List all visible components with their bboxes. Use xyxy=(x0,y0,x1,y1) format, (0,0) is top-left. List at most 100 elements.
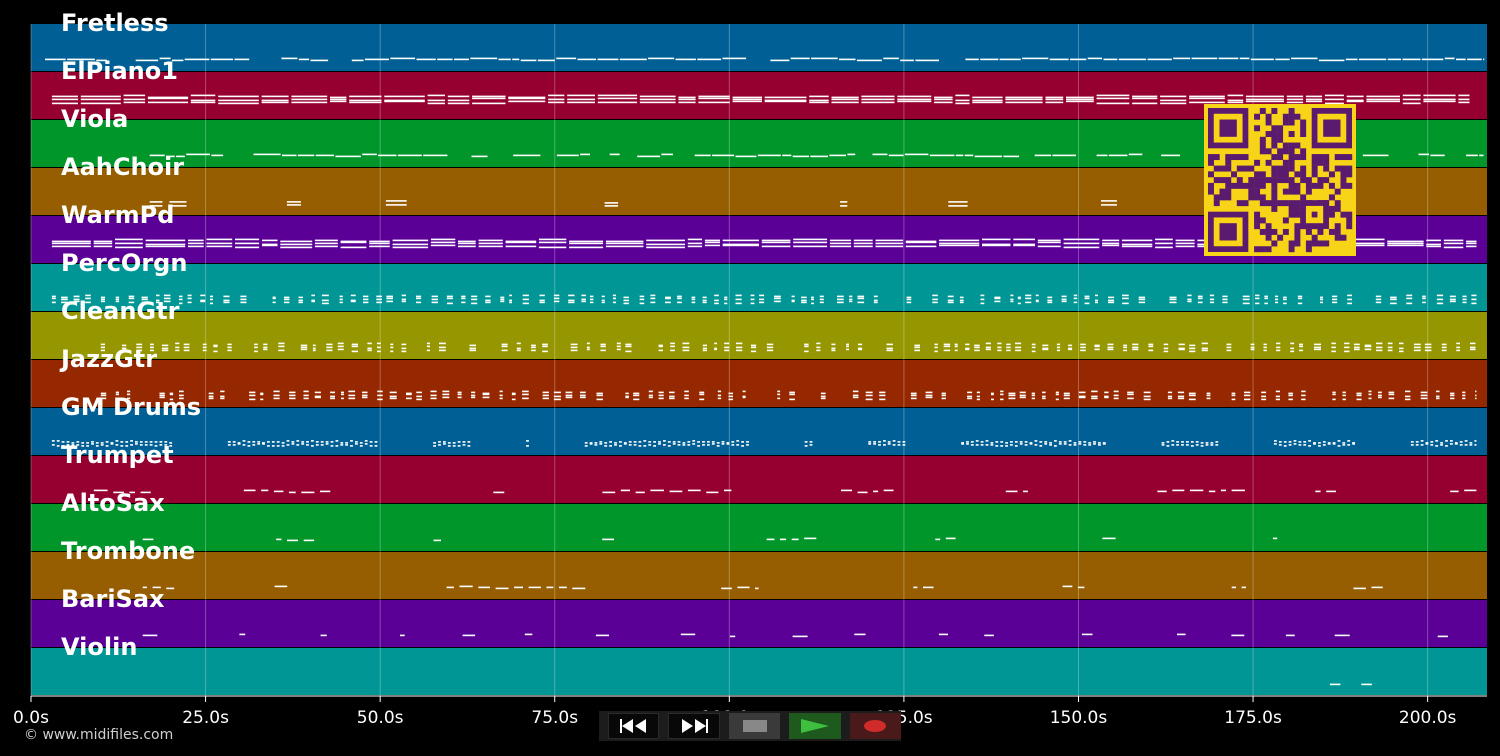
note xyxy=(1475,397,1477,400)
note xyxy=(1063,246,1100,249)
track-label: GM Drums xyxy=(61,393,201,421)
note xyxy=(1197,297,1203,300)
note xyxy=(469,347,476,350)
note xyxy=(240,295,247,298)
note xyxy=(1387,244,1424,247)
qr-code-icon[interactable] xyxy=(1204,104,1356,256)
note xyxy=(959,296,964,299)
note xyxy=(975,444,979,446)
track-lane[interactable] xyxy=(31,24,1487,71)
note xyxy=(247,441,251,443)
note xyxy=(594,442,598,444)
note xyxy=(910,392,917,395)
note xyxy=(384,99,425,102)
track-lane[interactable] xyxy=(31,552,1487,599)
play-button[interactable] xyxy=(789,713,841,739)
track-label: JazzGtr xyxy=(59,345,157,373)
note xyxy=(759,301,765,304)
track-lane[interactable] xyxy=(31,456,1487,503)
note xyxy=(1098,444,1101,446)
note xyxy=(539,299,545,302)
track-lane[interactable] xyxy=(31,408,1487,455)
note xyxy=(751,344,757,347)
note xyxy=(650,301,656,304)
note xyxy=(1458,94,1470,97)
track-lane[interactable] xyxy=(31,264,1487,311)
note xyxy=(1303,441,1307,443)
note xyxy=(1010,298,1014,301)
note xyxy=(1250,343,1255,346)
note xyxy=(620,489,630,492)
note xyxy=(81,445,85,447)
note xyxy=(272,297,276,300)
note xyxy=(289,394,296,397)
note xyxy=(467,445,471,447)
note xyxy=(115,246,143,249)
note xyxy=(437,58,453,61)
fast-forward-button[interactable] xyxy=(668,713,720,739)
track-lane[interactable] xyxy=(31,504,1487,551)
note xyxy=(691,296,696,299)
note xyxy=(1364,344,1372,347)
note xyxy=(184,58,210,61)
note xyxy=(1008,394,1016,397)
note xyxy=(1042,344,1049,347)
note xyxy=(227,441,231,443)
note xyxy=(312,344,316,347)
note xyxy=(144,444,148,446)
track-notes xyxy=(100,390,1477,401)
note xyxy=(1078,391,1086,394)
note xyxy=(392,239,429,242)
note xyxy=(1222,298,1228,301)
note xyxy=(1450,443,1453,445)
note xyxy=(879,391,886,394)
note xyxy=(961,442,964,444)
note xyxy=(677,444,681,446)
track-lane[interactable] xyxy=(31,648,1487,695)
note xyxy=(1132,102,1158,105)
note xyxy=(1123,349,1127,352)
note xyxy=(1420,394,1428,397)
note xyxy=(1044,441,1048,443)
note xyxy=(51,301,56,304)
note xyxy=(1444,57,1455,60)
note xyxy=(289,397,296,400)
rewind-button[interactable] xyxy=(608,713,660,739)
note xyxy=(213,344,218,347)
note xyxy=(643,445,647,447)
note xyxy=(857,491,868,494)
note xyxy=(314,239,338,242)
note xyxy=(239,633,246,636)
note xyxy=(457,445,461,447)
note xyxy=(438,441,441,443)
note xyxy=(291,98,328,101)
note xyxy=(746,444,749,446)
note xyxy=(820,392,826,395)
note xyxy=(1188,394,1196,397)
note xyxy=(1435,440,1439,442)
note xyxy=(1073,297,1078,300)
note xyxy=(1402,58,1421,61)
note xyxy=(1324,102,1344,105)
track-lane[interactable] xyxy=(31,600,1487,647)
note xyxy=(439,342,446,345)
stop-button[interactable] xyxy=(728,713,781,739)
note xyxy=(883,489,894,492)
note xyxy=(431,295,438,298)
note xyxy=(542,394,549,397)
tick-label: 0.0s xyxy=(13,708,49,728)
note xyxy=(724,296,728,299)
note xyxy=(1113,390,1119,393)
note xyxy=(127,397,131,400)
note xyxy=(1283,298,1287,301)
note xyxy=(1361,683,1372,686)
record-button[interactable] xyxy=(849,713,901,739)
note xyxy=(793,238,828,241)
note xyxy=(948,201,968,203)
note xyxy=(223,295,230,298)
note xyxy=(345,442,348,444)
note xyxy=(459,585,473,588)
note xyxy=(1255,294,1260,297)
track-lane[interactable] xyxy=(31,312,1487,359)
note xyxy=(458,240,476,243)
